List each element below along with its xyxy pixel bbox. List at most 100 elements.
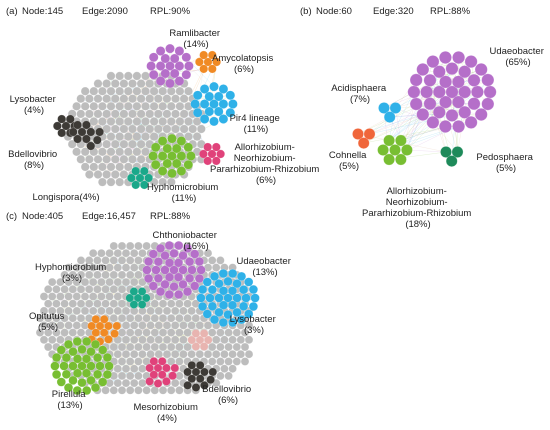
node-c-unassigned [129,364,139,373]
node-c-unassigned [150,314,160,323]
node-c-module-4 [99,314,109,324]
node-a-unassigned [166,86,176,96]
node-c-unassigned [134,328,143,337]
node-c-unassigned [203,248,213,258]
node-c-unassigned [203,350,213,359]
node-c-unassigned [125,328,135,337]
node-a-unassigned [123,71,133,81]
node-a-unassigned [158,117,168,126]
node-c-unassigned [125,270,135,280]
node-a-module-1 [148,69,159,80]
node-c-module-3 [129,300,139,309]
node-a-module-2 [207,64,217,74]
node-a-unassigned [132,132,142,142]
node-c-unassigned [220,350,229,359]
node-a-unassigned [128,79,137,89]
node-c-module-2 [241,293,251,303]
node-c-unassigned [154,306,164,316]
edge-b [369,81,446,135]
node-c-unassigned [109,342,119,352]
edge-b [429,103,447,153]
node-a-unassigned [80,147,90,157]
node-a-module-3 [192,90,203,101]
node-b-module-1 [467,73,481,87]
node-c-module-6 [68,347,78,357]
node-c-module-1 [151,265,161,275]
node-a-unassigned [188,124,198,134]
label-a-bdellovibrio: Bdellovibrio (8%) [8,149,60,171]
label-c-udaeobacter: Udaeobacter (13%) [236,256,293,278]
node-b-module-1 [438,51,452,64]
node-a-unassigned [149,86,159,96]
node-c-unassigned [138,364,147,373]
node-c-unassigned [228,335,237,344]
node-c-module-1 [190,281,200,291]
node-a-unassigned [102,170,112,179]
node-a-unassigned [132,86,142,96]
node-a-unassigned [76,109,86,119]
node-c-module-1 [160,265,170,275]
node-c-module-6 [56,345,66,355]
node-c-unassigned [48,321,57,330]
node-c-module-2 [228,268,238,279]
node-c-unassigned [158,342,168,352]
node-a-unassigned [171,124,180,134]
node-c-module-8 [170,363,180,373]
node-a-unassigned [102,94,112,104]
node-a-unassigned [67,139,77,149]
node-a-module-8 [139,166,149,176]
node-b-module-1 [452,51,465,64]
node-c-unassigned [113,378,123,388]
node-c-unassigned [134,270,143,280]
node-a-module-7 [176,166,187,176]
node-c-unassigned [150,328,160,337]
node-a-module-1 [148,52,159,63]
node-a-unassigned [119,154,129,164]
label-a-longispora: Longispora(4%) [32,192,99,203]
node-a-unassigned [175,117,185,126]
node-c-unassigned [56,335,65,344]
node-a-module-1 [174,76,185,86]
node-a-module-8 [144,173,154,183]
node-c-unassigned [88,292,98,301]
node-c-module-1 [160,251,170,261]
node-c-module-2 [202,309,212,319]
node-a-unassigned [98,162,107,172]
node-c-unassigned [64,292,73,301]
node-c-module-6 [61,353,72,363]
node-a-unassigned [123,117,133,126]
node-c-unassigned [134,357,143,366]
node-a-module-4 [65,114,75,124]
node-a-unassigned [115,71,125,81]
node-c-unassigned [224,371,233,381]
node-c-unassigned [76,299,86,308]
node-c-unassigned [138,335,147,344]
node-c-unassigned [154,321,164,330]
edge-b [395,107,433,123]
node-b-module-1 [451,95,465,109]
node-c-unassigned [117,371,127,381]
node-c-unassigned [240,342,250,352]
node-b-module-1 [416,63,430,76]
node-a-module-4 [57,114,67,124]
node-c-module-2 [236,271,247,282]
node-c-unassigned [121,306,131,316]
node-a-unassigned [128,154,137,164]
panel-b-node-count: Node:60 [316,6,352,17]
node-c-unassigned [80,277,90,287]
node-c-unassigned [76,328,86,337]
label-a-allorhizobium: Allorhizobium- Neorhizobium- Pararhizobi… [210,142,322,186]
node-a-module-5 [77,127,87,137]
node-c-unassigned [183,314,192,323]
node-b-module-1 [458,105,472,119]
panel-b-edge-count: Edge:320 [373,6,414,17]
node-c-module-7 [200,367,209,377]
node-a-module-1 [181,69,192,80]
label-b-udaeobacter: Udaeobacter (65%) [489,46,546,68]
panel-a-rpl: RPL:90% [150,6,191,17]
node-c-module-6 [102,369,113,380]
node-c-unassigned [187,321,196,330]
node-c-unassigned [44,285,53,294]
node-a-module-5 [82,120,91,130]
node-c-unassigned [142,342,151,352]
